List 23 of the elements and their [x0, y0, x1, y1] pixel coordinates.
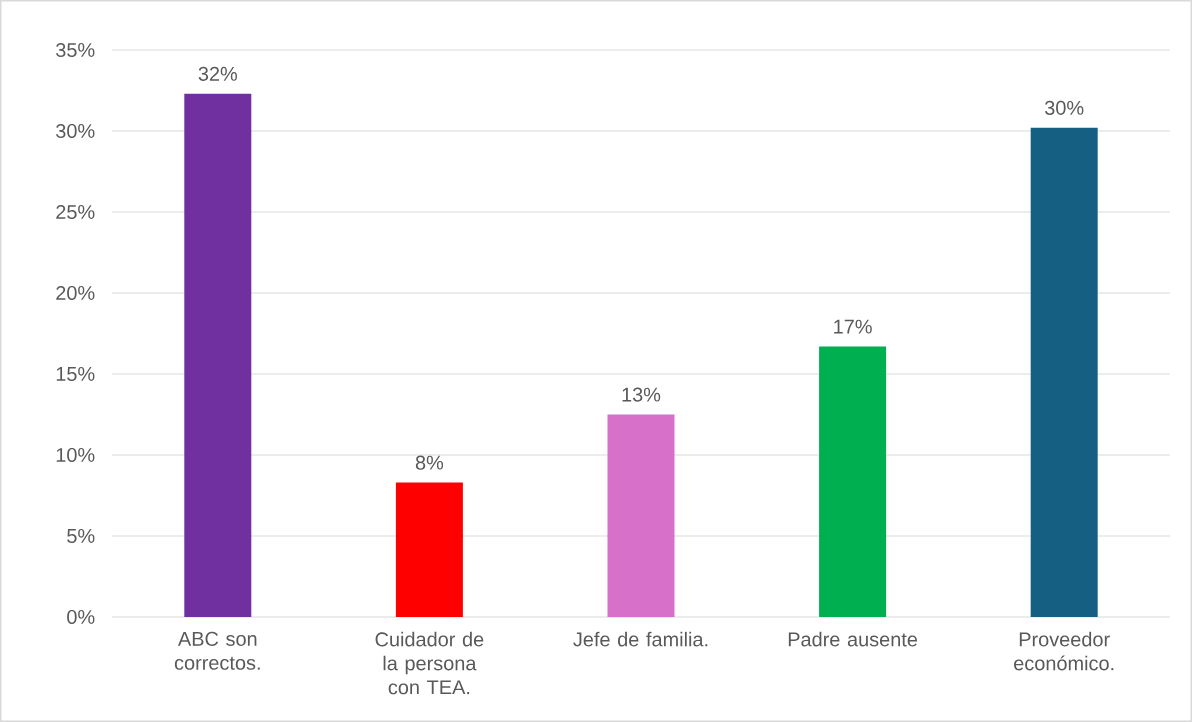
data-label: 32%	[198, 66, 238, 81]
x-tick-label: Padre ausente	[788, 631, 918, 647]
y-tick-label: 25%	[56, 204, 95, 220]
y-tick-label: 35%	[56, 42, 95, 58]
x-tick-label: Jefe de familia.	[573, 631, 708, 647]
y-tick-label: 30%	[56, 123, 95, 139]
bar	[607, 414, 675, 617]
y-tick-label: 15%	[56, 366, 95, 381]
bar	[395, 482, 463, 617]
x-tick-label: Cuidador de la persona con TEA.	[375, 631, 484, 695]
data-label: 30%	[1045, 100, 1084, 115]
data-label: 8%	[415, 455, 444, 470]
x-tick-label: Proveedor económico.	[1014, 631, 1114, 671]
bar	[184, 93, 252, 617]
y-tick-label: 20%	[56, 285, 95, 301]
data-label: 13%	[622, 387, 661, 402]
y-tick-label: 0%	[67, 609, 95, 625]
bar	[1030, 127, 1098, 617]
bar	[819, 346, 887, 617]
y-tick-label: 10%	[56, 447, 95, 463]
x-tick-label: ABC son correctos.	[174, 631, 260, 670]
y-tick-label: 5%	[67, 528, 95, 543]
data-label: 17%	[834, 319, 872, 334]
